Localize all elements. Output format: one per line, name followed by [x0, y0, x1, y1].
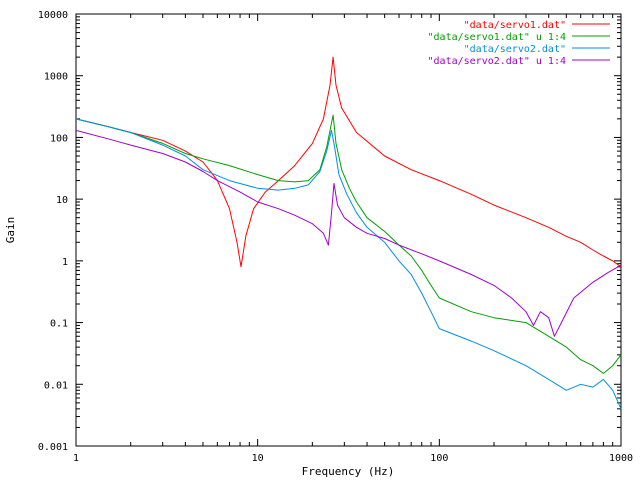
plot-frame [75, 13, 622, 447]
legend: "data/servo1.dat""data/servo1.dat" u 1:4… [428, 20, 610, 67]
x-tick-label: 1000 [609, 453, 633, 464]
y-tick-label: 10000 [38, 10, 68, 21]
series-lines [75, 56, 622, 410]
series-line-1 [75, 56, 622, 268]
y-tick-label: 1000 [44, 72, 68, 83]
legend-label-1: "data/servo1.dat" [464, 20, 566, 31]
legend-label-4: "data/servo2.dat" u 1:4 [428, 56, 566, 67]
x-tick-label: 10 [252, 453, 264, 464]
y-axis-label: Gain [4, 217, 17, 244]
y-tick-label: 1 [62, 257, 68, 268]
axis-ticks: 1 10 100 1000 0.001 0.01 0.1 1 10 100 1000 10000 [38, 10, 633, 464]
legend-label-3: "data/servo2.dat" [464, 44, 566, 55]
y-tick-label: 10 [56, 195, 68, 206]
series-line-2 [75, 114, 622, 374]
y-tick-label: 0.001 [38, 442, 68, 453]
y-tick-label: 0.01 [44, 380, 68, 391]
x-tick-label: 100 [430, 453, 448, 464]
series-line-4 [75, 129, 622, 337]
x-tick-label: 1 [73, 453, 79, 464]
legend-label-2: "data/servo1.dat" u 1:4 [428, 32, 566, 43]
y-tick-label: 100 [50, 133, 68, 144]
series-line-3 [75, 118, 622, 410]
x-axis-label: Frequency (Hz) [302, 465, 395, 478]
y-tick-label: 0.1 [50, 319, 68, 330]
